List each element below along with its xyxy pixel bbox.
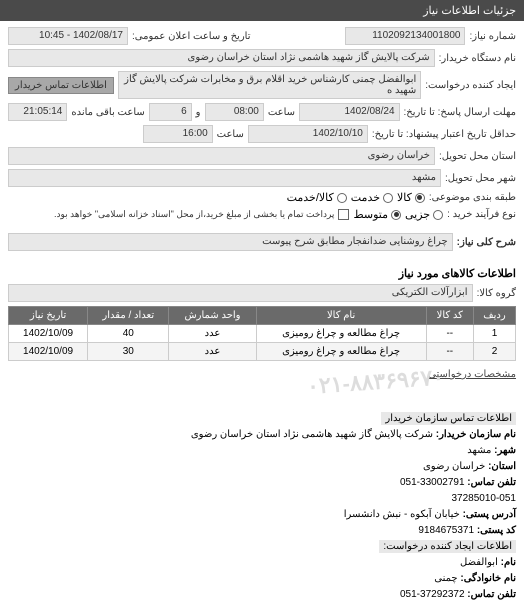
table-header: واحد شمارش xyxy=(169,307,256,325)
c-prov-label: استان: xyxy=(488,461,516,472)
c-name-label: نام: xyxy=(501,557,516,568)
radio-motavaset[interactable]: متوسط xyxy=(353,208,401,221)
buyer-org-label: نام دستگاه خریدار: xyxy=(439,53,516,64)
watermark-text: ۰۲۱-۸۸۳۶۹۶۷۰ xyxy=(306,367,445,400)
buyer-org-field: شرکت پالایش گاز شهید هاشمی نژاد استان خر… xyxy=(8,49,435,67)
contact-block: اطلاعات تماس سازمان خریدار نام سازمان خر… xyxy=(0,407,524,607)
table-cell: 1402/10/09 xyxy=(9,325,88,343)
table-cell: -- xyxy=(426,343,473,361)
c-ctel: 37292372-051 xyxy=(400,589,465,600)
group-label: گروه کالا: xyxy=(477,288,516,299)
radio-jozi[interactable]: جزیی xyxy=(405,208,443,221)
treasury-checkbox[interactable] xyxy=(338,209,349,220)
radio-kala[interactable]: کالا xyxy=(397,191,425,204)
contact-title: اطلاعات تماس سازمان خریدار xyxy=(381,412,516,425)
table-header: تاریخ نیاز xyxy=(9,307,88,325)
radio-motavaset-label: متوسط xyxy=(353,208,388,221)
table-cell: چراغ مطالعه و چراغ رومیزی xyxy=(256,325,426,343)
city-label: شهر محل تحویل: xyxy=(445,173,516,184)
deadline-date-field: 1402/08/24 xyxy=(299,103,399,121)
table-cell: عدد xyxy=(169,343,256,361)
valid-time-field: 16:00 xyxy=(143,125,213,143)
days-label: و xyxy=(196,107,201,118)
c-addr: خیابان آبکوه - نبش دانشسرا xyxy=(344,509,460,520)
c-fax: 37285010-051 xyxy=(451,493,516,504)
deadline-time-field: 08:00 xyxy=(205,103,264,121)
need-no-field: 1102092134001800 xyxy=(345,27,465,45)
page-title: جزئیات اطلاعات نیاز xyxy=(423,5,516,17)
radio-kala-khadamat[interactable]: کالا/خدمت xyxy=(287,191,347,204)
group-field: ابزارآلات الکتریکی xyxy=(8,284,473,302)
province-field: خراسان رضوی xyxy=(8,147,435,165)
table-cell: چراغ مطالعه و چراغ رومیزی xyxy=(256,343,426,361)
form-area: شماره نیاز: 1102092134001800 تاریخ و ساع… xyxy=(0,21,524,261)
radio-dot-icon xyxy=(383,193,393,203)
radio-dot-icon xyxy=(337,193,347,203)
days-field: 6 xyxy=(149,103,192,121)
need-no-label: شماره نیاز: xyxy=(469,31,516,42)
c-org-label: نام سازمان خریدار: xyxy=(436,429,516,440)
table-header: تعداد / مقدار xyxy=(88,307,169,325)
time-label-1: ساعت xyxy=(268,107,295,118)
province-label: استان محل تحویل: xyxy=(439,151,516,162)
c-city: مشهد xyxy=(467,445,491,456)
valid-label: حداقل تاریخ اعتبار پیشنهاد: تا تاریخ: xyxy=(372,129,516,140)
purchase-label: نوع فرآیند خرید : xyxy=(447,209,516,220)
c-tel-label: تلفن تماس: xyxy=(467,477,516,488)
radio-dot-icon xyxy=(433,210,443,220)
desc-label: شرح کلی نیاز: xyxy=(457,237,516,248)
table-row: 1--چراغ مطالعه و چراغ رومیزیعدد401402/10… xyxy=(9,325,516,343)
c-post: 9184675371 xyxy=(418,525,474,536)
c-creator-title: اطلاعات ایجاد کننده درخواست: xyxy=(379,540,516,553)
table-cell: 2 xyxy=(473,343,515,361)
creator-label: ایجاد کننده درخواست: xyxy=(425,80,516,91)
table-cell: 40 xyxy=(88,325,169,343)
table-row: 2--چراغ مطالعه و چراغ رومیزیعدد301402/10… xyxy=(9,343,516,361)
radio-khadamat-label: خدمت xyxy=(351,191,380,204)
goods-table: ردیفکد کالانام کالاواحد شمارشتعداد / مقد… xyxy=(8,306,516,361)
c-family: چمنی xyxy=(434,573,457,584)
c-family-label: نام خانوادگی: xyxy=(460,573,516,584)
watermark-area: مشخصات درخواستی ۰۲۱-۸۸۳۶۹۶۷۰ xyxy=(0,367,524,407)
page-header: جزئیات اطلاعات نیاز xyxy=(0,0,524,21)
remain-label: ساعت باقی مانده xyxy=(71,107,144,118)
announce-field: 1402/08/17 - 10:45 xyxy=(8,27,128,45)
desc-field: چراغ روشنایی ضدانفجار مطابق شرح پیوست xyxy=(8,233,453,251)
c-city-label: شهر: xyxy=(494,445,516,456)
radio-khadamat[interactable]: خدمت xyxy=(351,191,393,204)
goods-section-title: اطلاعات کالاهای مورد نیاز xyxy=(0,261,524,282)
deadline-label: مهلت ارسال پاسخ: تا تاریخ: xyxy=(404,107,516,118)
buyer-contact-button[interactable]: اطلاعات تماس خریدار xyxy=(8,77,114,94)
c-prov: خراسان رضوی xyxy=(423,461,485,472)
time-label-2: ساعت xyxy=(217,129,244,140)
radio-kala-label: کالا xyxy=(397,191,412,204)
table-header: ردیف xyxy=(473,307,515,325)
payment-note: پرداخت تمام یا بخشی از مبلغ خرید،از محل … xyxy=(54,209,334,220)
c-addr-label: آدرس پستی: xyxy=(463,509,516,520)
table-cell: 1 xyxy=(473,325,515,343)
radio-jozi-label: جزیی xyxy=(405,208,430,221)
table-cell: -- xyxy=(426,325,473,343)
table-cell: عدد xyxy=(169,325,256,343)
table-header: کد کالا xyxy=(426,307,473,325)
radio-kk-label: کالا/خدمت xyxy=(287,191,334,204)
remain-field: 21:05:14 xyxy=(8,103,67,121)
creator-field: ابوالفضل چمنی کارشناس خرید اقلام برق و م… xyxy=(118,71,421,99)
c-tel: 33002791-051 xyxy=(400,477,465,488)
table-cell: 30 xyxy=(88,343,169,361)
valid-date-field: 1402/10/10 xyxy=(248,125,368,143)
c-ctel-label: تلفن تماس: xyxy=(467,589,516,600)
class-label: طبقه بندی موضوعی: xyxy=(429,192,516,203)
city-field: مشهد xyxy=(8,169,441,187)
table-header: نام کالا xyxy=(256,307,426,325)
radio-dot-icon xyxy=(415,193,425,203)
c-post-label: کد پستی: xyxy=(477,525,516,536)
table-cell: 1402/10/09 xyxy=(9,343,88,361)
c-org: شرکت پالایش گاز شهید هاشمی نژاد استان خر… xyxy=(191,429,433,440)
announce-label: تاریخ و ساعت اعلان عمومی: xyxy=(132,31,251,42)
radio-dot-icon xyxy=(391,210,401,220)
c-name: ابوالفضل xyxy=(460,557,498,568)
